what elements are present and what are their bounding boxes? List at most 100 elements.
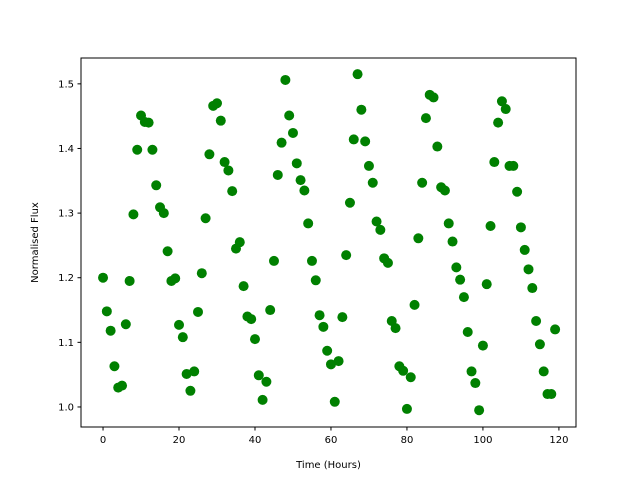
data-point [462, 327, 473, 338]
data-point [477, 340, 488, 351]
data-point [519, 244, 530, 255]
data-point [455, 274, 466, 285]
data-point [177, 332, 188, 343]
data-point [219, 157, 230, 168]
data-point [185, 385, 196, 396]
data-point [325, 359, 336, 370]
data-point [158, 208, 169, 219]
x-axis-ticks: 0 20 40 60 80 100 120 [100, 427, 568, 446]
data-point [360, 136, 371, 147]
data-point [253, 370, 264, 381]
data-point [215, 115, 226, 126]
data-point [151, 180, 162, 191]
data-point [276, 137, 287, 148]
data-point [390, 323, 401, 334]
data-point [474, 405, 485, 416]
data-point [401, 403, 412, 414]
axes-frame [80, 57, 577, 428]
data-point [417, 177, 428, 188]
x-tick-label: 60 [325, 435, 338, 446]
data-point [398, 365, 409, 376]
data-point [105, 325, 116, 336]
data-point [272, 169, 283, 180]
y-tick-label: 1.3 [58, 209, 74, 220]
data-point [147, 144, 158, 155]
data-point [356, 104, 367, 115]
data-point [550, 324, 561, 335]
data-point [470, 378, 481, 389]
data-point [344, 197, 355, 208]
data-point [348, 134, 359, 145]
x-tick-label: 100 [473, 435, 492, 446]
data-point [268, 255, 279, 266]
data-point [189, 366, 200, 377]
data-point [405, 372, 416, 383]
data-point [246, 314, 257, 325]
data-point [120, 319, 131, 330]
x-tick-label: 40 [249, 435, 262, 446]
data-point [284, 110, 295, 121]
data-point [382, 257, 393, 268]
data-point [466, 366, 477, 377]
data-point [257, 394, 268, 405]
data-point [489, 157, 500, 168]
data-point [481, 279, 492, 290]
data-point [523, 264, 534, 275]
data-point [439, 185, 450, 196]
data-point [322, 345, 333, 356]
data-point [234, 237, 245, 248]
data-point [420, 113, 431, 124]
data-point [329, 396, 340, 407]
data-point [174, 319, 185, 330]
data-point [261, 376, 272, 387]
data-point [109, 361, 120, 372]
data-point [162, 246, 173, 257]
y-axis-label: Normalised Flux [30, 202, 41, 283]
data-point [265, 305, 276, 316]
data-point [371, 216, 382, 227]
data-point [303, 218, 314, 229]
data-point [295, 175, 306, 186]
data-point [341, 250, 352, 261]
data-point [546, 389, 557, 400]
data-point [223, 165, 234, 176]
y-tick-label: 1.2 [58, 273, 74, 284]
y-tick-label: 1.4 [58, 144, 74, 155]
data-point [337, 312, 348, 323]
data-point [310, 275, 321, 286]
x-tick-label: 0 [100, 435, 106, 446]
data-points [98, 69, 561, 416]
data-point [363, 160, 374, 171]
data-point [227, 186, 238, 197]
y-axis-ticks: 1.0 1.1 1.2 1.3 1.4 1.5 [58, 79, 81, 413]
data-point [447, 236, 458, 247]
y-tick-label: 1.5 [58, 79, 74, 90]
data-point [196, 268, 207, 279]
x-tick-label: 20 [173, 435, 186, 446]
data-point [128, 209, 139, 220]
data-point [170, 273, 181, 284]
data-point [212, 98, 223, 109]
data-point [534, 339, 545, 350]
data-point [249, 334, 260, 345]
data-point [193, 306, 204, 317]
data-point [428, 92, 439, 103]
x-axis-label: Time (Hours) [295, 460, 361, 471]
data-point [531, 316, 542, 327]
data-point [432, 141, 443, 152]
data-point [98, 272, 109, 283]
data-point [181, 369, 192, 380]
data-point [291, 158, 302, 169]
y-tick-label: 1.1 [58, 338, 74, 349]
data-point [493, 117, 504, 128]
data-point [132, 144, 143, 155]
data-point [318, 321, 329, 332]
data-point [451, 262, 462, 273]
data-point [299, 185, 310, 196]
data-point [143, 117, 154, 128]
data-point [496, 96, 507, 107]
data-point [508, 160, 519, 171]
data-point [117, 380, 128, 391]
data-point [538, 366, 549, 377]
